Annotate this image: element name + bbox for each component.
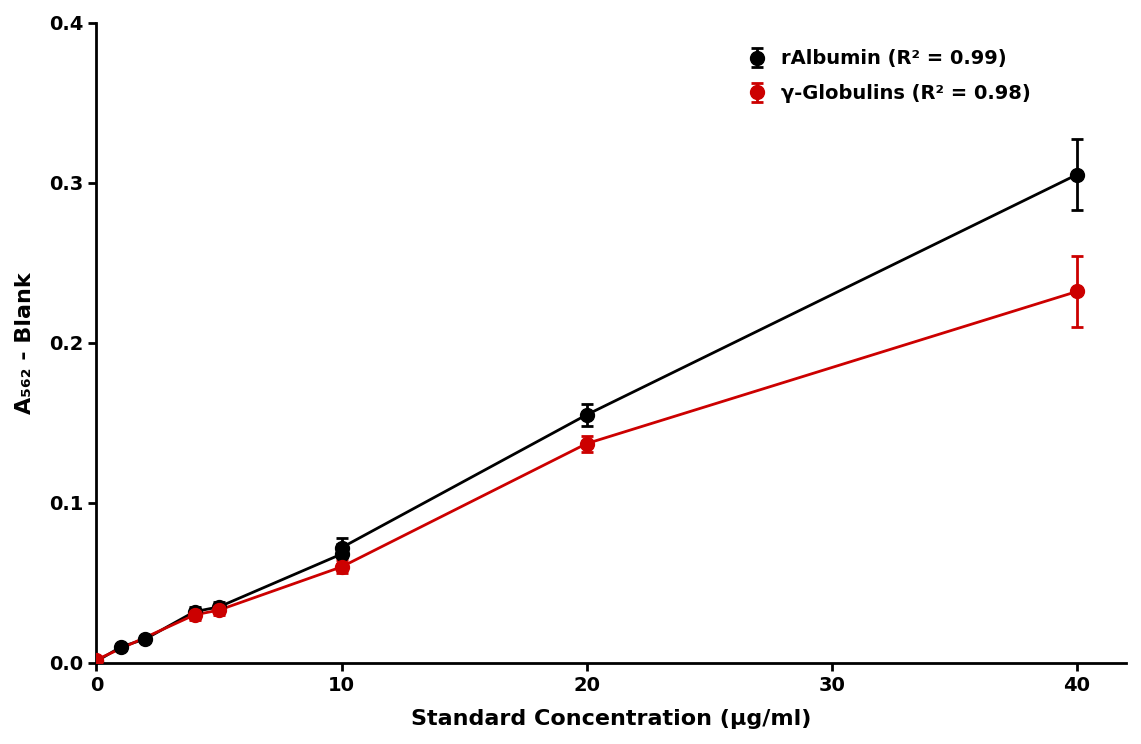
X-axis label: Standard Concentration (μg/ml): Standard Concentration (μg/ml) [411, 709, 811, 729]
Y-axis label: A₅₆₂ - Blank: A₅₆₂ - Blank [15, 272, 35, 414]
Legend: rAlbumin (R² = 0.99), γ-Globulins (R² = 0.98): rAlbumin (R² = 0.99), γ-Globulins (R² = … [735, 42, 1039, 111]
